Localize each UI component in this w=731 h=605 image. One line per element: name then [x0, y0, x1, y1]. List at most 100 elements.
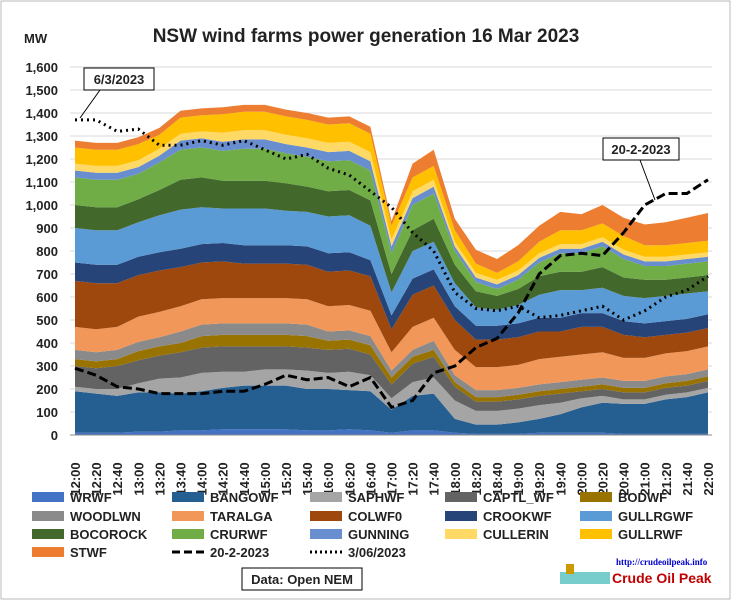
annotation-box	[602, 137, 680, 161]
x-tick-label: 20:00	[574, 462, 589, 495]
legend-swatch	[310, 511, 342, 521]
logo-icon	[566, 564, 574, 574]
legend-label: CROOKWF	[483, 509, 552, 524]
legend-swatch	[580, 492, 612, 502]
legend-swatch	[445, 511, 477, 521]
areas	[75, 104, 708, 435]
area	[75, 111, 708, 280]
x-tick-label: 14:40	[237, 462, 252, 495]
legend-swatch	[445, 492, 477, 502]
annotation-box	[83, 67, 155, 91]
legend-swatch	[580, 529, 612, 539]
legend-swatch	[580, 511, 612, 521]
y-tick-label: 500	[36, 313, 58, 328]
y-tick-label: 900	[36, 221, 58, 236]
legend-swatch	[32, 492, 64, 502]
legend-label: STWF	[70, 545, 107, 560]
y-tick-label: 100	[36, 405, 58, 420]
annotation: 20-2-2023	[611, 142, 670, 157]
y-axis-label: MW	[24, 31, 48, 46]
x-tick-label: 17:00	[385, 462, 400, 495]
x-tick-label: 15:20	[279, 462, 294, 495]
area	[75, 261, 708, 368]
area	[75, 298, 708, 391]
y-tick-label: 600	[36, 290, 58, 305]
area	[75, 207, 708, 326]
legend-label: 3/06/2023	[348, 545, 406, 560]
y-tick-label: 1,600	[25, 60, 58, 75]
y-tick-label: 700	[36, 267, 58, 282]
legend-swatch	[445, 529, 477, 539]
legend-swatch	[32, 547, 64, 557]
legend-label: BOCOROCK	[70, 527, 148, 542]
legend-label: WOODLWN	[70, 509, 141, 524]
annotation-leader	[79, 89, 101, 119]
legend-label: CRURWF	[210, 527, 268, 542]
legend-label: GULLRGWF	[618, 509, 693, 524]
legend-swatch	[32, 529, 64, 539]
x-tick-label: 17:20	[406, 462, 421, 495]
area	[75, 429, 708, 435]
legend-label: SAPHWF	[348, 490, 404, 505]
legend-label: 20-2-2023	[210, 545, 269, 560]
x-tick-label: 21:20	[659, 462, 674, 495]
y-tick-label: 0	[51, 428, 58, 443]
y-tick-label: 200	[36, 382, 58, 397]
source-box	[241, 567, 363, 591]
x-tick-label: 16:20	[342, 462, 357, 495]
y-tick-label: 400	[36, 336, 58, 351]
legend-label: GUNNING	[348, 527, 409, 542]
x-tick-label: 17:40	[427, 462, 442, 495]
x-tick-label: 14:00	[195, 462, 210, 495]
legend-label: WRWF	[70, 490, 112, 505]
legend-label: TARALGA	[210, 509, 273, 524]
x-tick-label: 19:20	[532, 462, 547, 495]
legend-label: COLWF0	[348, 509, 402, 524]
y-tick-label: 1,200	[25, 152, 58, 167]
annotation: 6/3/2023	[94, 72, 145, 87]
x-tick-label: 12:20	[89, 462, 104, 495]
x-tick-label: 19:40	[553, 462, 568, 495]
legend-swatch	[32, 511, 64, 521]
area	[75, 177, 708, 310]
logo-name: Crude Oil Peak	[612, 570, 712, 586]
legend-swatch	[310, 529, 342, 539]
x-tick-label: 20:20	[596, 462, 611, 495]
chart-title: NSW wind farms power generation 16 Mar 2…	[153, 26, 580, 47]
logo-icon	[560, 572, 610, 584]
legend-swatch	[172, 511, 204, 521]
logo-url: http://crudeoilpeak.info	[616, 557, 708, 567]
x-tick-label: 13:40	[174, 462, 189, 495]
legend-label: BANGOWF	[210, 490, 279, 505]
x-tick-label: 15:00	[258, 462, 273, 495]
annotation-leader	[639, 159, 656, 201]
x-tick-label: 19:00	[511, 462, 526, 495]
x-tick-label: 16:00	[321, 462, 336, 495]
x-tick-label: 20:40	[617, 462, 632, 495]
source: Data: Open NEM	[251, 572, 353, 587]
x-tick-label: 22:00	[701, 462, 716, 495]
legend-swatch	[310, 492, 342, 502]
x-tick-label: 12:40	[110, 462, 125, 495]
y-tick-label: 300	[36, 359, 58, 374]
x-tick-label: 12:00	[68, 462, 83, 495]
y-tick-label: 1,500	[25, 83, 58, 98]
x-tick-label: 21:00	[638, 462, 653, 495]
y-tick-label: 1,300	[25, 129, 58, 144]
legend-label: CULLERIN	[483, 527, 549, 542]
area	[75, 369, 708, 425]
y-tick-label: 800	[36, 244, 58, 259]
area	[75, 104, 708, 273]
area	[75, 243, 708, 340]
x-tick-label: 18:00	[448, 462, 463, 495]
legend-label: BODWF	[618, 490, 667, 505]
x-tick-label: 18:20	[469, 462, 484, 495]
x-tick-label: 15:40	[300, 462, 315, 495]
area	[75, 385, 708, 434]
area	[75, 346, 708, 411]
x-tick-label: 13:00	[131, 462, 146, 495]
area	[75, 147, 708, 296]
x-tick-label: 18:40	[490, 462, 505, 495]
legend-swatch	[172, 492, 204, 502]
